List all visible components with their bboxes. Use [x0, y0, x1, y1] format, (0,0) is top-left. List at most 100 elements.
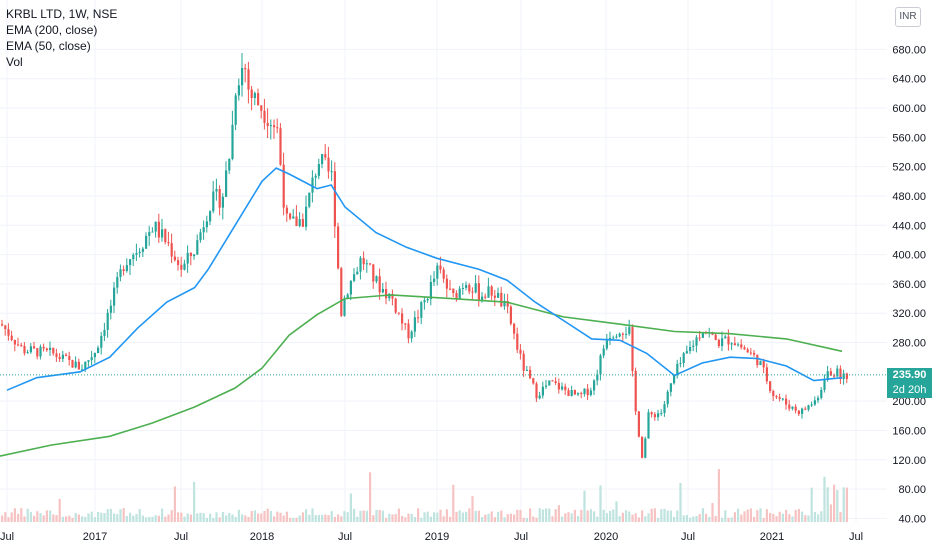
volume-bar — [388, 513, 391, 522]
candle-body — [545, 385, 548, 387]
volume-bar — [426, 511, 429, 522]
candle-body — [573, 390, 576, 395]
candle-body — [727, 336, 730, 345]
candle-body — [215, 189, 218, 192]
candle-body — [45, 348, 48, 351]
volume-bar — [209, 513, 212, 522]
legend-ema200[interactable]: EMA (200, close) — [6, 23, 98, 37]
candle-body — [183, 263, 186, 270]
volume-bar — [417, 508, 420, 522]
candle-body — [346, 294, 349, 299]
candle-body — [385, 289, 388, 299]
candle-body — [618, 333, 621, 337]
volume-bar — [237, 509, 240, 522]
time-tick-label: Jul — [681, 531, 695, 543]
candle-body — [90, 357, 93, 361]
candle-body — [679, 363, 682, 365]
volume-bar — [68, 515, 71, 522]
volume-bar — [743, 511, 746, 522]
candle-body — [193, 254, 196, 257]
candle-body — [116, 277, 119, 288]
candle-body — [522, 353, 525, 371]
volume-bar — [391, 514, 394, 522]
candle-body — [7, 329, 10, 336]
volume-bar — [519, 509, 522, 522]
volume-bar — [173, 486, 176, 522]
candle-body — [234, 95, 237, 125]
volume-bar — [333, 516, 336, 522]
candle-body — [538, 395, 541, 399]
volume-bar — [228, 513, 231, 522]
chart-legend: KRBL LTD, 1W, NSE EMA (200, close) EMA (… — [6, 6, 117, 70]
volume-bar — [260, 513, 263, 522]
volume-bar — [365, 510, 368, 522]
volume-bar — [605, 513, 608, 522]
candle-body — [330, 171, 333, 173]
candle-body — [554, 381, 557, 383]
volume-bar — [679, 483, 682, 522]
candle-body — [263, 110, 266, 123]
volume-bar — [423, 512, 426, 522]
candle-body — [209, 211, 212, 222]
candle-body — [525, 369, 528, 371]
volume-bar — [429, 516, 432, 522]
candle-body — [570, 390, 573, 397]
candle-body — [468, 284, 471, 292]
candle-body — [596, 374, 599, 381]
volume-bar — [577, 515, 580, 522]
candle-body — [823, 380, 826, 390]
candle-body — [564, 386, 567, 391]
currency-button[interactable]: INR — [895, 7, 921, 27]
price-axis[interactable]: 680.00 640.00 600.00 560.00 520.00 480.00 440.… — [892, 15, 926, 525]
volume-bar — [839, 512, 842, 522]
volume-bar — [762, 517, 765, 522]
volume-bar — [436, 512, 439, 522]
volume-bar — [740, 514, 743, 522]
candle-body — [369, 263, 372, 265]
volume-bar — [45, 510, 48, 522]
volume-bar — [397, 508, 400, 522]
candle-body — [100, 335, 103, 348]
volume-bar — [788, 514, 791, 522]
candle-body — [765, 367, 768, 382]
candle-body — [685, 351, 688, 354]
candle-body — [813, 400, 816, 405]
volume-bar — [292, 517, 295, 522]
candle-body — [753, 352, 756, 355]
candle-body — [529, 369, 532, 379]
candle-body — [305, 206, 308, 227]
candle-body — [625, 333, 628, 335]
volume-bar — [503, 517, 506, 522]
volume-bar — [29, 511, 32, 522]
volume-bar — [231, 514, 234, 522]
candle-body — [247, 69, 250, 90]
volume-bar — [794, 509, 797, 522]
volume-bar — [615, 501, 618, 522]
volume-bar — [733, 512, 736, 522]
volume-bar — [218, 517, 221, 522]
candle-body — [81, 369, 84, 371]
candle-body — [452, 288, 455, 294]
candle-body — [52, 347, 55, 354]
candle-body — [477, 283, 480, 301]
legend-vol[interactable]: Vol — [6, 55, 23, 69]
price-tick-label: 680.00 — [892, 44, 926, 56]
candle-body — [516, 333, 519, 350]
candle-body — [167, 242, 170, 244]
candle-body — [292, 216, 295, 219]
candle-body — [487, 286, 490, 298]
candle-body — [29, 346, 32, 353]
candle-body — [49, 347, 52, 351]
candle-body — [602, 348, 605, 356]
candle-body — [484, 296, 487, 298]
volume-bar — [135, 514, 138, 522]
legend-ema50[interactable]: EMA (50, close) — [6, 39, 91, 53]
volume-bar — [343, 511, 346, 522]
time-axis[interactable]: Jul 2017 Jul 2018 Jul 2019 Jul 2020 Jul 2021 Jul — [0, 531, 863, 543]
legend-symbol[interactable]: KRBL LTD, 1W, NSE — [6, 7, 118, 21]
candle-body — [65, 354, 68, 357]
candle-body — [567, 390, 570, 397]
volume-bar — [593, 511, 596, 522]
candle-body — [701, 332, 704, 338]
